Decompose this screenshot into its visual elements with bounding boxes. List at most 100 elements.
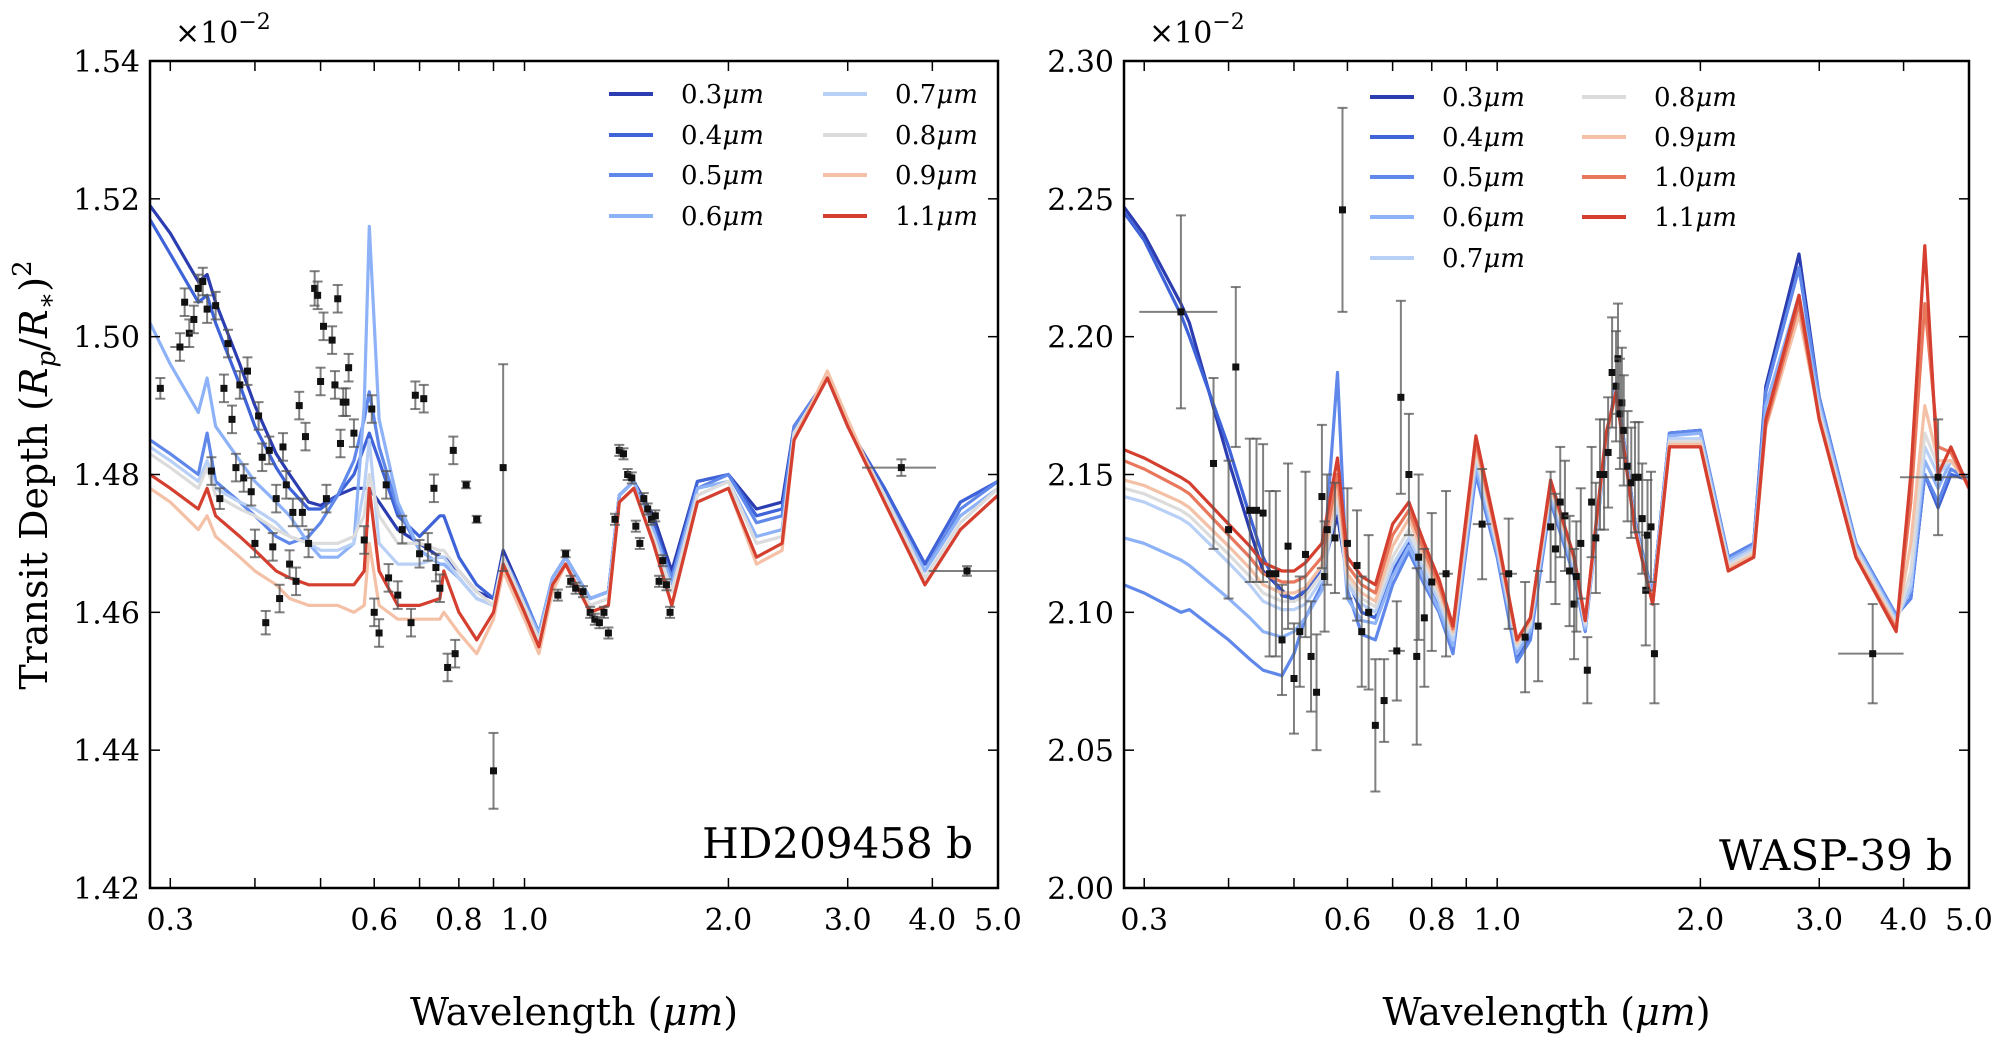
data-point: [1564, 514, 1575, 628]
planet-annotation: HD209458 b: [702, 819, 973, 868]
data-point: [406, 607, 417, 638]
x-tick-label: 1.0: [501, 903, 549, 938]
x-axis-label-text: Wavelength (: [410, 990, 662, 1034]
legend-value: 0.8: [1654, 83, 1695, 113]
data-point: [1403, 412, 1414, 537]
y-tick-label: 1.48: [73, 459, 140, 494]
legend-label: 0.7μm: [895, 80, 978, 110]
data-point: [650, 509, 661, 523]
data-marker: [572, 584, 580, 592]
x-tick-label: 0.6: [350, 903, 398, 938]
data-point: [287, 497, 298, 528]
data-marker: [232, 464, 240, 472]
legend-unit: μm: [1483, 163, 1525, 193]
legend-label: 0.9μm: [1654, 123, 1737, 153]
data-marker: [1596, 471, 1604, 478]
legend-label: 0.3μm: [681, 80, 764, 110]
legend-label: 0.9μm: [895, 161, 978, 191]
data-point: [552, 588, 563, 602]
data-marker: [600, 608, 608, 616]
data-marker: [1556, 498, 1564, 506]
legend-value: 0.4: [681, 121, 722, 151]
data-marker: [1313, 688, 1321, 696]
data-marker: [236, 381, 244, 389]
data-point: [1311, 633, 1322, 752]
legend-item: 0.6μm: [609, 202, 764, 232]
series-line-0.6um: [1124, 293, 1969, 656]
legend-unit: μm: [722, 161, 764, 191]
data-marker: [255, 412, 263, 420]
data-marker: [1232, 363, 1240, 371]
data-marker: [320, 322, 328, 330]
data-marker: [360, 536, 368, 544]
data-point: [300, 421, 311, 452]
legend-item: 0.7μm: [823, 80, 978, 110]
legend-unit: μm: [1483, 203, 1525, 233]
data-point: [1439, 490, 1453, 658]
data-marker: [562, 550, 570, 558]
data-point: [374, 618, 385, 648]
y-tick-label: 1.46: [73, 596, 140, 631]
data-marker: [228, 415, 236, 423]
data-point: [264, 435, 275, 466]
legend-item: 0.5μm: [609, 161, 764, 191]
data-point: [303, 528, 314, 559]
legend-value: 1.1: [895, 202, 936, 232]
data-marker: [368, 405, 376, 413]
y-tick-label: 2.30: [1047, 45, 1114, 80]
y-tick-label: 1.54: [73, 45, 140, 80]
legend-unit: μm: [1695, 83, 1737, 113]
data-point: [1616, 346, 1627, 459]
data-marker: [199, 278, 207, 286]
y-label-sup: 2: [8, 260, 38, 277]
data-point: [210, 290, 221, 321]
x-tick-label: 5.0: [974, 903, 1022, 938]
data-point: [1838, 603, 1904, 705]
data-marker: [1566, 567, 1574, 575]
data-marker: [1296, 628, 1304, 636]
y-tick-label: 2.05: [1047, 734, 1114, 769]
data-marker: [1442, 570, 1450, 578]
data-marker: [444, 663, 452, 671]
data-marker: [1321, 572, 1329, 580]
data-marker: [1616, 410, 1624, 418]
data-point: [202, 294, 213, 324]
data-marker: [1266, 570, 1274, 578]
data-marker: [586, 608, 594, 616]
data-point: [1426, 512, 1437, 652]
x-tick-label: 4.0: [1880, 903, 1928, 938]
data-point: [560, 549, 571, 559]
data-marker: [1534, 622, 1542, 630]
legend-value: 0.4: [1442, 123, 1483, 153]
legend-label: 0.5μm: [681, 161, 764, 191]
data-marker: [1577, 539, 1585, 547]
data-marker: [279, 443, 287, 451]
data-marker: [615, 446, 623, 454]
data-marker: [416, 550, 424, 558]
x-tick-label: 0.8: [435, 903, 483, 938]
data-marker: [611, 515, 619, 523]
data-point: [392, 580, 403, 610]
legend-unit: μm: [936, 161, 978, 191]
data-marker: [1318, 493, 1326, 501]
data-point: [155, 377, 166, 400]
x-tick-label: 3.0: [824, 903, 872, 938]
x-tick-label: 0.6: [1324, 903, 1372, 938]
y-label-text: Transit Depth (: [12, 396, 56, 690]
data-marker: [345, 364, 353, 372]
data-point: [1370, 658, 1381, 793]
data-point: [312, 280, 323, 311]
data-point: [218, 373, 229, 404]
legend-label: 1.1μm: [1654, 203, 1737, 233]
legend-unit: μm: [722, 202, 764, 232]
data-marker: [499, 464, 507, 472]
legend-label: 0.7μm: [1442, 244, 1525, 274]
legend-item: 0.4μm: [1370, 123, 1525, 153]
series-line-0.4um: [1124, 211, 1969, 658]
legend-label: 1.1μm: [895, 202, 978, 232]
x-tick-label: 0.8: [1408, 903, 1456, 938]
data-point: [414, 538, 425, 569]
data-marker: [1225, 526, 1233, 534]
chart-1: 0.3 0.6 0.8 1.0 2.0 3.0 4.0 5.0 2.00 2.05 2.10 2.15…: [1047, 10, 1993, 1034]
data-point: [327, 325, 338, 355]
